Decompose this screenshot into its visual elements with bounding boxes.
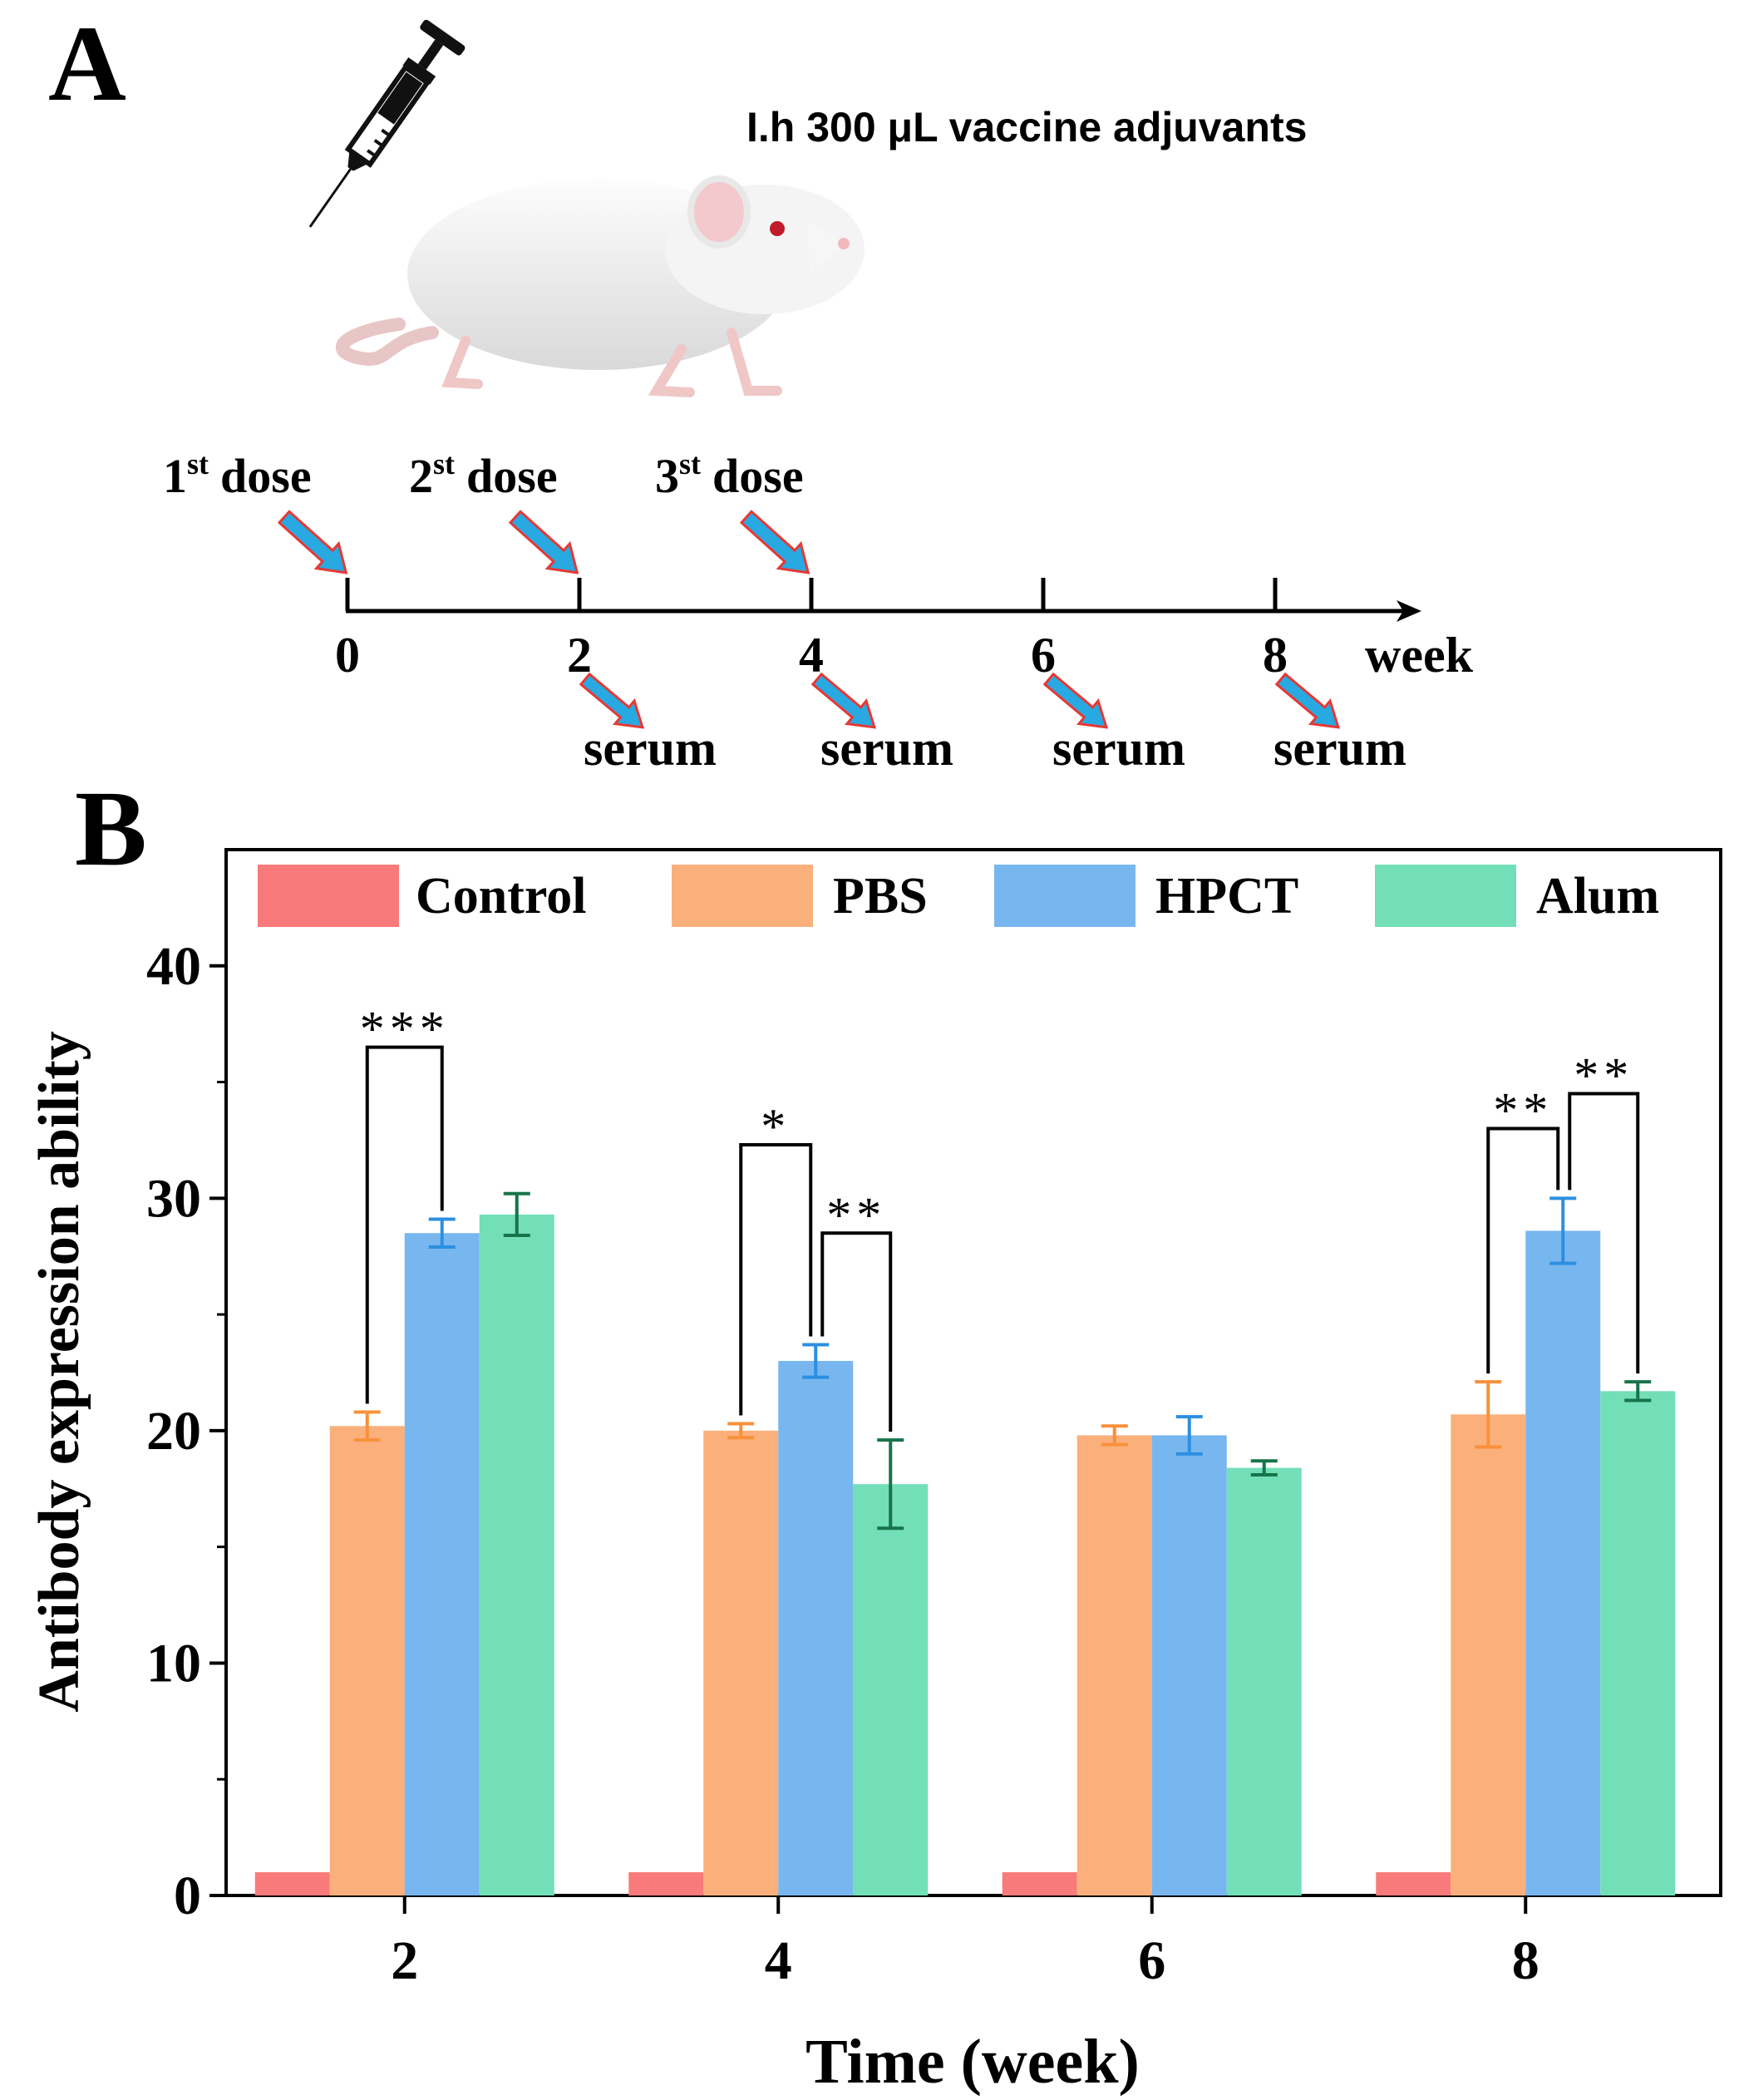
significance-bracket-0 [365,1045,444,1404]
dose-sup: st [679,447,701,481]
dose-label-1: 1st dose [163,447,312,503]
bar-alum-week-6 [1226,1467,1302,1895]
serum-arrow-icon-1 [579,672,645,729]
dose-arrow-icon-2 [508,510,579,574]
serum-label-1: serum [584,721,717,776]
serum-arrow-icon-2 [810,672,877,729]
bar-hpct-week-6 [1151,1435,1227,1895]
legend-swatch-hpct [994,865,1136,927]
timeline-tick-8: 8 [1263,628,1288,683]
serum-label-2: serum [820,721,953,776]
bar-hpct-week-2 [404,1233,480,1895]
serum-label-3: serum [1052,721,1185,776]
dose-label-3: 3st dose [655,447,804,503]
y-tick-label-0: 0 [174,1866,201,1926]
panel-b-label: B [75,769,147,889]
dose-sup: st [433,447,455,481]
error-bar-pbs-week-4 [727,1422,755,1440]
dose-num: 1 [163,449,187,503]
bar-hpct-week-8 [1525,1230,1601,1895]
significance-bracket-1 [739,1143,813,1416]
y-tick-label-20: 20 [146,1401,201,1462]
timeline-tick-6: 6 [1031,628,1056,683]
error-bar-hpct-week-2 [428,1217,456,1250]
serum-arrow-icon-3 [1042,672,1109,729]
y-tick-label-10: 10 [146,1633,201,1693]
dose-arrow-icon-3 [739,510,810,574]
error-bar-hpct-week-8 [1549,1196,1577,1265]
timeline-tick-0: 0 [335,628,360,683]
x-tick-label-6: 6 [1138,1930,1165,1991]
timeline-tick-2: 2 [567,628,592,683]
x-tick-label-2: 2 [391,1930,418,1991]
error-bar-pbs-week-6 [1101,1424,1128,1447]
error-bar-pbs-week-8 [1475,1380,1502,1449]
legend-label-hpct: HPCT [1155,868,1298,924]
error-bar-pbs-week-2 [353,1410,381,1442]
significance-label-3: ** [1493,1082,1553,1137]
error-bar-alum-week-8 [1624,1380,1652,1402]
bar-hpct-week-4 [778,1361,854,1895]
serum-arrow-icon-4 [1274,672,1341,729]
error-bar-alum-week-6 [1250,1459,1278,1477]
injection-text: I.h 300 μL vaccine adjuvants [746,104,1307,150]
error-bar-hpct-week-4 [802,1343,830,1379]
rat-image [335,175,865,397]
serum-label-4: serum [1273,721,1406,776]
significance-label-2: ** [826,1187,886,1242]
x-tick-label-8: 8 [1512,1930,1539,1991]
bar-pbs-week-6 [1076,1435,1152,1895]
timeline-unit: week [1365,628,1474,683]
error-bar-alum-week-4 [877,1438,904,1531]
bar-pbs-week-8 [1451,1414,1526,1895]
dose-word: dose [220,449,312,503]
bar-alum-week-4 [853,1484,929,1895]
dose-sup: st [187,447,209,481]
error-bar-alum-week-2 [503,1191,530,1238]
x-tick-label-4: 4 [765,1930,792,1991]
bar-control-week-4 [628,1872,704,1895]
significance-bracket-3 [1486,1126,1560,1374]
bar-alum-week-2 [479,1214,554,1895]
dose-num: 3 [655,449,679,503]
dose-word: dose [466,449,558,503]
y-axis-title: Antibody expression ability [27,1031,91,1712]
bar-pbs-week-2 [329,1426,405,1895]
significance-bracket-2 [820,1231,893,1432]
significance-bracket-4 [1568,1092,1640,1374]
y-tick-label-30: 30 [146,1168,201,1229]
y-tick-label-40: 40 [146,936,201,997]
dose-arrow-icon-1 [277,510,348,574]
plot-frame [224,848,1722,1897]
legend-swatch-pbs [672,865,813,927]
panel-a-label: A [48,4,126,124]
legend-label-alum: Alum [1536,868,1659,924]
significance-label-1: * [761,1099,791,1154]
timeline-axis [345,578,1421,622]
syringe-icon [308,19,466,228]
bar-pbs-week-4 [703,1430,779,1895]
bar-alum-week-8 [1600,1391,1676,1895]
bar-control-week-2 [254,1872,330,1895]
bar-control-week-8 [1376,1872,1451,1895]
legend: Control PBS HPCT Alum [258,865,1659,927]
dose-label-2: 2st dose [409,447,558,503]
legend-label-pbs: PBS [833,868,928,924]
significance-label-0: *** [360,1002,450,1057]
timeline-tick-4: 4 [799,628,824,683]
legend-swatch-alum [1375,865,1516,927]
legend-label-control: Control [416,868,587,924]
significance-label-4: ** [1574,1048,1633,1103]
bar-control-week-6 [1002,1872,1077,1895]
dose-word: dose [712,449,804,503]
dose-num: 2 [409,449,433,503]
error-bar-hpct-week-6 [1175,1415,1203,1456]
x-axis-title: Time (week) [805,2027,1140,2097]
legend-swatch-control [258,865,399,927]
